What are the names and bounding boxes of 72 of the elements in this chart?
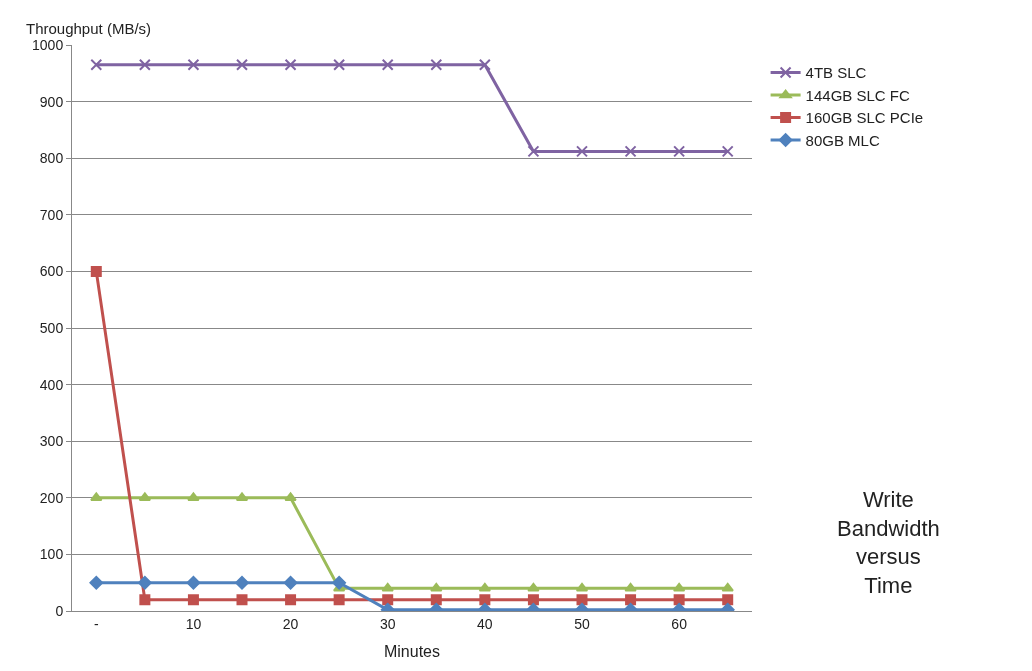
y-tick-label: 0: [55, 602, 64, 619]
y-tick-label: 300: [39, 433, 64, 450]
legend-label: 4TB SLC: [805, 64, 867, 82]
point: [283, 575, 298, 590]
point: [527, 582, 540, 592]
point: [139, 594, 151, 606]
x-tick-label: 40: [477, 615, 493, 632]
point: [333, 594, 345, 606]
point: [235, 575, 249, 590]
x-tick-label: 50: [574, 615, 590, 632]
point: [722, 594, 734, 606]
point: [625, 594, 637, 606]
point: [187, 594, 199, 606]
x-tick-label: -: [93, 615, 99, 632]
text: Write Bandwidth versus Time: [837, 487, 940, 598]
y-tick-label: 400: [39, 376, 64, 393]
point: [673, 594, 685, 606]
point: [90, 265, 102, 277]
point: [187, 58, 200, 71]
point: [333, 58, 346, 71]
y-tick-label: 200: [39, 489, 64, 506]
point: [624, 145, 637, 158]
point: [332, 575, 346, 590]
point: [576, 145, 588, 158]
y-tick-label: 1000: [32, 36, 64, 53]
point: [721, 145, 734, 158]
y-tick-label: 500: [39, 319, 64, 336]
point: [381, 582, 394, 592]
point: [138, 58, 151, 71]
y-tick-label: 700: [39, 206, 64, 223]
x-tick-label: 10: [185, 615, 202, 632]
legend-label: 80GB MLC: [805, 131, 880, 149]
point: [138, 575, 152, 590]
point: [430, 594, 442, 606]
point: [235, 492, 249, 502]
point: [721, 582, 734, 592]
legend-label: 160GB SLC PCIe: [805, 109, 924, 127]
point: [236, 594, 248, 606]
point: [478, 58, 491, 71]
point: [672, 582, 686, 592]
point: [527, 594, 539, 606]
point: [430, 582, 443, 592]
x-axis-title: Minutes: [383, 643, 441, 661]
point: [138, 492, 152, 502]
point: [236, 58, 248, 71]
y-tick-label: 100: [39, 546, 64, 563]
x-tick-label: 20: [282, 615, 299, 632]
y-tick-label: 600: [39, 263, 64, 280]
point: [381, 58, 394, 71]
point: [673, 145, 686, 158]
point: [285, 594, 297, 606]
y-tick-label: 800: [39, 150, 64, 167]
point: [186, 575, 201, 590]
point: [187, 492, 200, 502]
point: [478, 582, 492, 592]
y-axis-title: Throughput (MB/s): [26, 20, 152, 37]
legend-label: 144GB SLC FC: [805, 86, 910, 104]
y-tick-label: 900: [39, 93, 64, 110]
point: [284, 492, 297, 502]
point: [430, 58, 443, 71]
point: [90, 492, 103, 502]
x-tick-label: 30: [379, 615, 396, 632]
point: [284, 58, 297, 71]
x-tick-label: 60: [671, 615, 688, 632]
point: [479, 594, 491, 606]
point: [527, 145, 540, 158]
point: [624, 582, 637, 592]
point: [382, 594, 394, 606]
point: [90, 58, 103, 71]
point: [576, 594, 588, 606]
point: [575, 582, 589, 592]
point: [89, 575, 104, 590]
